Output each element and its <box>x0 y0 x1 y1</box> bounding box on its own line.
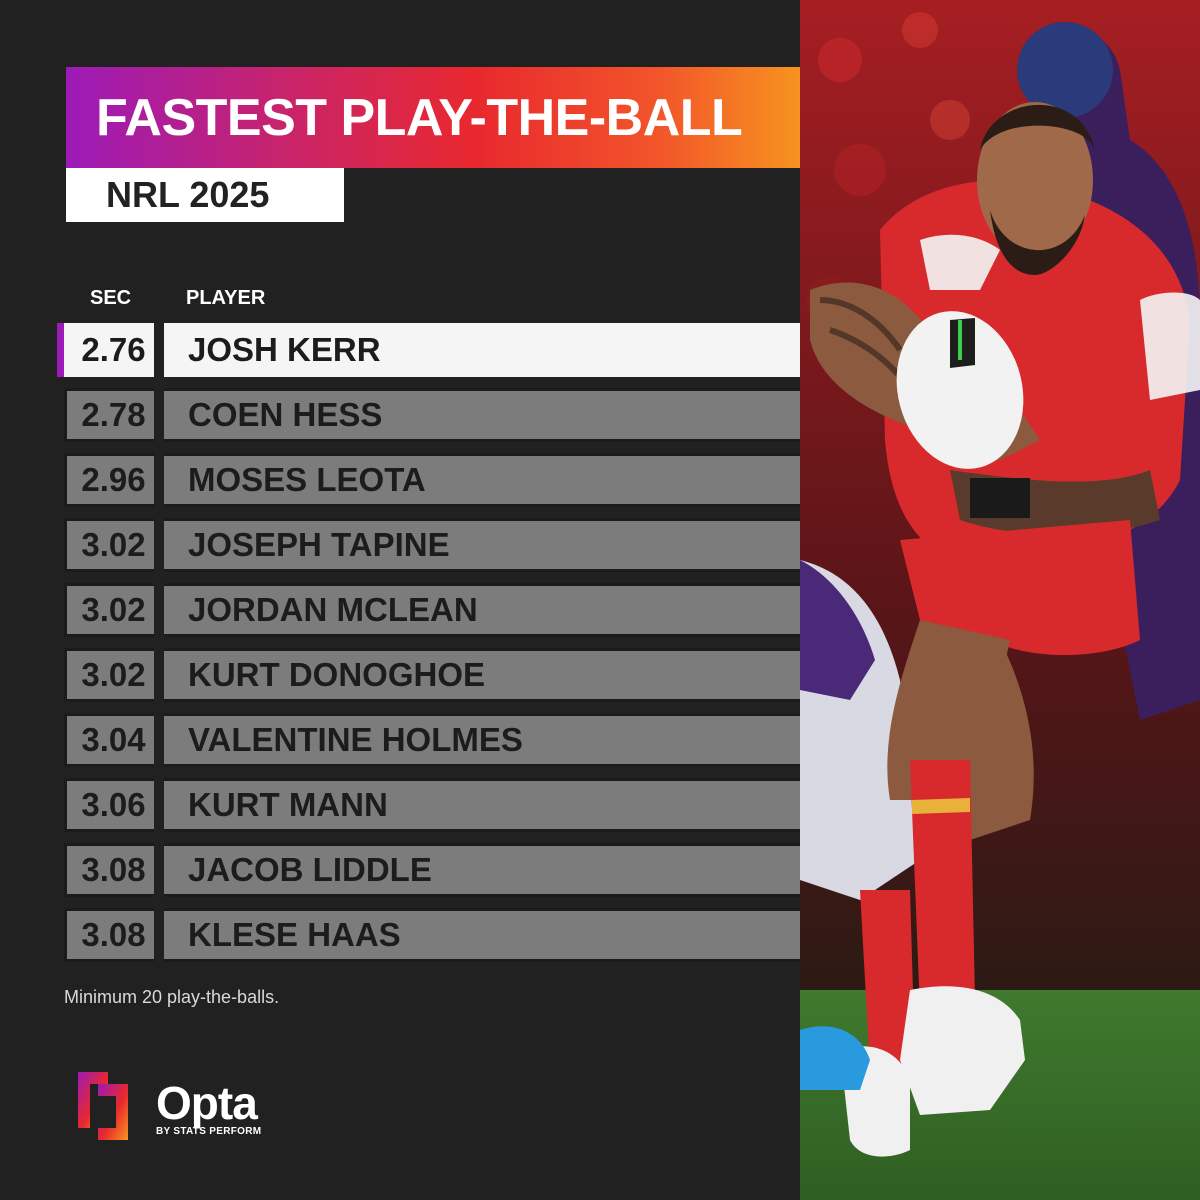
opta-logo: Opta BY STATS PERFORM <box>70 1066 340 1146</box>
highlight-accent <box>57 323 65 377</box>
player-cell: JACOB LIDDLE <box>164 843 800 897</box>
player-cell: MOSES LEOTA <box>164 453 800 507</box>
player-cell: JOSEPH TAPINE <box>164 518 800 572</box>
table-row: 2.76 JOSH KERR <box>0 323 800 377</box>
sec-cell: 3.02 <box>64 648 154 702</box>
sec-cell: 3.08 <box>64 843 154 897</box>
table-row: 2.96 MOSES LEOTA <box>0 453 800 507</box>
brand-name: Opta <box>156 1077 258 1129</box>
player-cell: VALENTINE HOLMES <box>164 713 800 767</box>
table-row: 3.02 JORDAN MCLEAN <box>0 583 800 637</box>
player-cell: KURT DONOGHOE <box>164 648 800 702</box>
footnote: Minimum 20 play-the-balls. <box>64 987 280 1007</box>
table-row: 2.78 COEN HESS <box>0 388 800 442</box>
player-cell: KLESE HAAS <box>164 908 800 962</box>
player-cell: JOSH KERR <box>164 323 800 377</box>
player-cell: COEN HESS <box>164 388 800 442</box>
player-photo-illustration <box>800 0 1200 1200</box>
sec-cell: 2.78 <box>64 388 154 442</box>
page-title: FASTEST PLAY-THE-BALL <box>96 88 743 147</box>
rugby-player-photo <box>800 0 1200 1200</box>
table-row: 3.02 KURT DONOGHOE <box>0 648 800 702</box>
table-row: 3.02 JOSEPH TAPINE <box>0 518 800 572</box>
player-cell: JORDAN MCLEAN <box>164 583 800 637</box>
brand-byline: BY STATS PERFORM <box>156 1126 262 1137</box>
title-banner: FASTEST PLAY-THE-BALL <box>66 67 806 168</box>
sec-cell: 2.96 <box>64 453 154 507</box>
season-label: NRL 2025 <box>106 174 270 215</box>
opta-logo-icon <box>78 1072 128 1140</box>
sec-cell: 3.04 <box>64 713 154 767</box>
sec-cell: 2.76 <box>64 323 154 377</box>
sec-cell: 3.02 <box>64 583 154 637</box>
subtitle-box: NRL 2025 <box>66 168 344 222</box>
sec-cell: 3.08 <box>64 908 154 962</box>
sec-cell: 3.06 <box>64 778 154 832</box>
table-row: 3.06 KURT MANN <box>0 778 800 832</box>
stats-panel: FASTEST PLAY-THE-BALL NRL 2025 SEC PLAYE… <box>0 67 806 1146</box>
column-header-player: PLAYER <box>186 287 266 309</box>
player-cell: KURT MANN <box>164 778 800 832</box>
table-row: 3.08 KLESE HAAS <box>0 908 800 962</box>
sec-cell: 3.02 <box>64 518 154 572</box>
column-header-sec: SEC <box>90 287 132 309</box>
table-row: 3.04 VALENTINE HOLMES <box>0 713 800 767</box>
table-row: 3.08 JACOB LIDDLE <box>0 843 800 897</box>
